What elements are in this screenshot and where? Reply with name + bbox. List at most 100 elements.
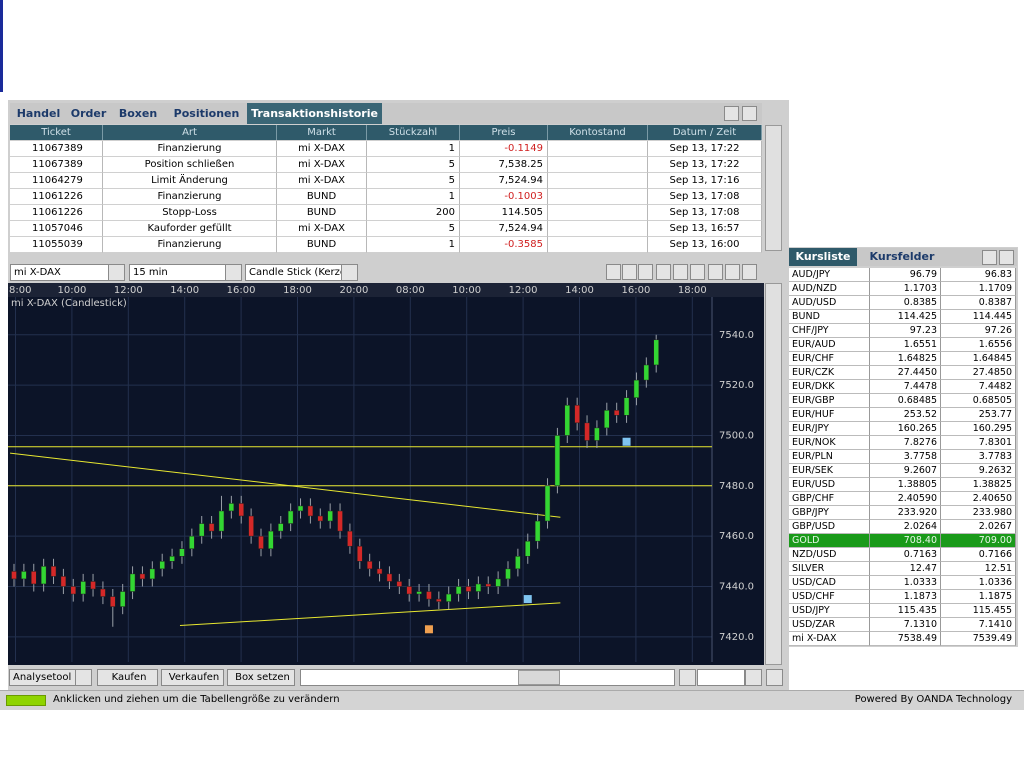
float-button[interactable] xyxy=(982,250,997,265)
candle-body xyxy=(426,591,432,600)
quote-cell: 114.445 xyxy=(941,310,1016,324)
marker xyxy=(622,437,631,446)
table-cell: Sep 13, 17:08 xyxy=(648,189,762,205)
quote-cell: 97.26 xyxy=(941,324,1016,338)
candle-body xyxy=(90,581,96,590)
candle-body xyxy=(544,485,551,522)
marker xyxy=(523,595,532,604)
table-cell xyxy=(548,205,648,221)
table-cell: Sep 13, 17:08 xyxy=(648,205,762,221)
candle-body xyxy=(21,571,27,580)
status-text: Anklicken und ziehen um die Tabellengröß… xyxy=(53,694,340,705)
table-cell: 11057046 xyxy=(10,221,103,237)
table-cell: -0.1003 xyxy=(460,189,548,205)
candle-body xyxy=(366,561,373,570)
dropdown-arrow[interactable] xyxy=(341,264,358,281)
y-tick-label: 7520.0 xyxy=(719,380,754,391)
candle-body xyxy=(643,364,650,381)
tab[interactable]: Handel xyxy=(10,103,67,124)
button[interactable]: Verkaufen xyxy=(161,669,224,686)
table-cell: 11061226 xyxy=(10,189,103,205)
tab[interactable]: Order xyxy=(67,103,110,124)
tool-button[interactable] xyxy=(638,264,653,280)
quote-cell: 12.51 xyxy=(941,562,1016,576)
candle-body xyxy=(475,583,482,592)
tab[interactable]: Transaktionshistorie xyxy=(247,103,382,124)
tool-button[interactable] xyxy=(742,264,757,280)
column-header: Kontostand xyxy=(548,125,648,140)
table-cell: Sep 13, 16:00 xyxy=(648,237,762,253)
table-cell: 1 xyxy=(367,141,460,157)
dropdown-arrow[interactable] xyxy=(75,669,92,686)
h-scrollbar[interactable] xyxy=(300,669,675,686)
resize-handle[interactable] xyxy=(6,695,46,706)
table-cell: Finanzierung xyxy=(103,189,277,205)
button[interactable]: Kaufen xyxy=(97,669,158,686)
quote-cell: 7539.49 xyxy=(941,632,1016,646)
dropdown[interactable]: 15 min xyxy=(129,264,242,281)
candle-body xyxy=(455,586,462,595)
candle-body xyxy=(327,510,333,522)
table-cell: Sep 13, 17:16 xyxy=(648,173,762,189)
quote-cell: 7.4478 xyxy=(870,380,941,394)
tool-button[interactable] xyxy=(708,264,723,280)
tool-button[interactable] xyxy=(622,264,637,280)
button[interactable]: Box setzen xyxy=(227,669,295,686)
quote-cell: SILVER xyxy=(789,562,870,576)
candle-body xyxy=(218,510,225,532)
quote-cell: 1.38805 xyxy=(870,478,941,492)
candle-body xyxy=(465,586,472,592)
zoom-in[interactable] xyxy=(745,669,762,686)
tool-button[interactable] xyxy=(656,264,671,280)
candle-body xyxy=(445,593,452,602)
tool-button[interactable] xyxy=(725,264,740,280)
time-label: 10:00 xyxy=(452,285,481,296)
dropdown[interactable]: mi X-DAX xyxy=(10,264,125,281)
quote-cell: USD/ZAR xyxy=(789,618,870,632)
tool-button[interactable] xyxy=(690,264,705,280)
table-cell: BUND xyxy=(277,189,367,205)
quote-cell: 1.1709 xyxy=(941,282,1016,296)
table-cell: Sep 13, 16:57 xyxy=(648,221,762,237)
quote-cell: 2.0264 xyxy=(870,520,941,534)
candle-body xyxy=(613,410,620,416)
table-cell: Kauforder gefüllt xyxy=(103,221,277,237)
table-cell xyxy=(548,173,648,189)
candle-body xyxy=(653,339,659,366)
dropdown-arrow[interactable] xyxy=(108,264,125,281)
zoom-slider[interactable] xyxy=(697,669,745,686)
quote-cell: 115.455 xyxy=(941,604,1016,618)
quote-tab[interactable]: Kursfelder xyxy=(857,248,947,266)
quote-cell: 1.6556 xyxy=(941,338,1016,352)
window-button[interactable] xyxy=(999,250,1014,265)
quote-cell: 9.2607 xyxy=(870,464,941,478)
tool-button[interactable] xyxy=(673,264,688,280)
candle-body xyxy=(149,568,156,580)
tab[interactable]: Boxen xyxy=(110,103,166,124)
time-label: 08:00 xyxy=(396,285,425,296)
tool-button[interactable] xyxy=(606,264,621,280)
quote-cell: 7538.49 xyxy=(870,632,941,646)
quote-cell: 1.64845 xyxy=(941,352,1016,366)
time-label: 8:00 xyxy=(9,285,31,296)
table-cell: Sep 13, 17:22 xyxy=(648,157,762,173)
scroll-thumb[interactable] xyxy=(518,670,560,685)
reset-button[interactable] xyxy=(766,669,783,686)
quote-cell: 96.83 xyxy=(941,268,1016,282)
quote-tab[interactable]: Kursliste xyxy=(789,248,857,266)
float-button[interactable] xyxy=(724,106,739,121)
window-button[interactable] xyxy=(742,106,757,121)
quote-cell: EUR/SEK xyxy=(789,464,870,478)
dropdown-arrow[interactable] xyxy=(225,264,242,281)
table-cell: Limit Änderung xyxy=(103,173,277,189)
zoom-out[interactable] xyxy=(679,669,696,686)
quote-cell: 233.980 xyxy=(941,506,1016,520)
table-cell: 11055039 xyxy=(10,237,103,253)
quote-cell: 1.6551 xyxy=(870,338,941,352)
tab[interactable]: Positionen xyxy=(166,103,247,124)
table-cell: -0.3585 xyxy=(460,237,548,253)
price-chart: 8:00 10:00 12:00 14:00 16:00 18:00 20:00 08:00 1… xyxy=(8,283,764,665)
chart-scrollbar xyxy=(765,283,782,665)
quote-cell: 1.1875 xyxy=(941,590,1016,604)
table-cell: 7,538.25 xyxy=(460,157,548,173)
